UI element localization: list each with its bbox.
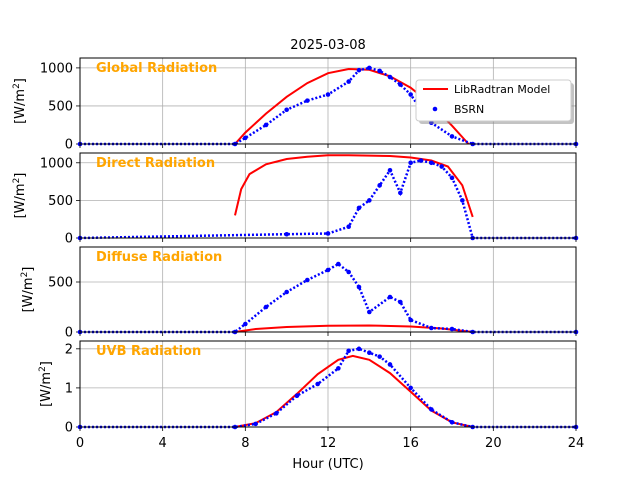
bsrn-point xyxy=(408,385,413,391)
x-tick-label: 12 xyxy=(320,436,337,451)
bsrn-point xyxy=(408,317,413,323)
bsrn-point xyxy=(325,92,331,97)
legend-bsrn-swatch xyxy=(432,106,438,112)
bsrn-point xyxy=(398,82,403,87)
panel-title: Direct Radiation xyxy=(96,156,215,171)
bsrn-point xyxy=(429,160,434,166)
legend-model-label: LibRadtran Model xyxy=(454,83,550,96)
y-axis-label: [W/m2] xyxy=(20,267,36,313)
bsrn-point xyxy=(325,267,331,273)
bsrn-point xyxy=(243,135,248,141)
bsrn-point xyxy=(449,134,455,139)
legend: LibRadtran Model BSRN xyxy=(415,79,574,124)
panel-3: 0 1 2 UVB Radiation [W/m2] xyxy=(38,340,579,436)
y-tick-label: 0 xyxy=(65,421,73,436)
bsrn-point xyxy=(449,326,455,332)
bsrn-point xyxy=(356,67,362,73)
y-tick-label: 500 xyxy=(48,276,73,291)
x-tick-label: 16 xyxy=(402,436,419,451)
y-tick-label: 500 xyxy=(48,194,73,209)
bsrn-point xyxy=(449,420,455,425)
y-tick-label: 0 xyxy=(65,326,73,341)
bsrn-point xyxy=(315,381,320,387)
y-axis-label: [W/m2] xyxy=(12,78,28,124)
bsrn-point xyxy=(367,309,372,315)
x-axis-label: Hour (UTC) xyxy=(292,457,363,472)
bsrn-point xyxy=(377,183,382,188)
bsrn-point xyxy=(294,393,300,399)
bsrn-trace xyxy=(80,262,576,334)
bsrn-point xyxy=(367,65,372,71)
bsrn-point xyxy=(387,168,393,173)
bsrn-point xyxy=(243,321,248,327)
x-tick-label: 24 xyxy=(568,436,585,451)
bsrn-point xyxy=(356,284,362,290)
bsrn-point xyxy=(387,294,393,300)
bsrn-point xyxy=(429,407,434,412)
bsrn-point xyxy=(449,175,455,181)
y-tick-label: 1000 xyxy=(40,156,73,171)
bsrn-point xyxy=(325,231,331,236)
y-axis-label: [W/m2] xyxy=(38,361,54,407)
x-tick-label: 0 xyxy=(76,436,84,451)
bsrn-point xyxy=(387,74,393,80)
y-tick-label: 1 xyxy=(65,381,73,396)
panel-title: Global Radiation xyxy=(96,61,217,76)
x-tick-label: 8 xyxy=(241,436,249,451)
panel-title: Diffuse Radiation xyxy=(96,250,222,265)
bsrn-point xyxy=(367,198,372,203)
chart-title: 2025-03-08 xyxy=(290,38,366,53)
bsrn-point xyxy=(263,122,269,128)
bsrn-point xyxy=(408,160,413,166)
bsrn-point xyxy=(377,68,382,74)
bsrn-point xyxy=(346,269,351,275)
bsrn-point xyxy=(284,289,289,295)
bsrn-point xyxy=(356,346,362,352)
bsrn-point xyxy=(408,92,413,97)
y-tick-label: 2 xyxy=(65,342,73,357)
panel-title: UVB Radiation xyxy=(96,344,201,359)
bsrn-point xyxy=(460,198,465,203)
model-line xyxy=(234,324,473,333)
bsrn-point xyxy=(263,304,269,310)
x-tick-label: 20 xyxy=(485,436,502,451)
panel-1: 0 500 1000 Direct Radiation [W/m2] xyxy=(12,152,579,247)
y-tick-label: 0 xyxy=(65,232,73,247)
legend-bsrn-label: BSRN xyxy=(454,103,484,116)
bsrn-point xyxy=(346,348,351,354)
y-tick-label: 0 xyxy=(65,138,73,153)
panel-2: 0 500 Diffuse Radiation [W/m2] xyxy=(20,246,579,341)
legend-box xyxy=(415,79,572,122)
x-tick-label: 4 xyxy=(159,436,167,451)
y-axis-label: [W/m2] xyxy=(12,173,28,219)
bsrn-point xyxy=(336,261,341,267)
bsrn-point xyxy=(367,350,372,356)
bsrn-point xyxy=(418,158,424,163)
bsrn-point xyxy=(429,325,434,331)
bsrn-point xyxy=(439,164,444,169)
bsrn-point xyxy=(284,231,289,237)
y-tick-label: 1000 xyxy=(40,61,73,76)
bsrn-point xyxy=(346,79,351,84)
bsrn-point xyxy=(398,299,403,305)
bsrn-point xyxy=(377,354,382,359)
bsrn-point xyxy=(356,205,362,211)
y-tick-label: 500 xyxy=(48,99,73,114)
bsrn-point xyxy=(346,224,351,230)
bsrn-point xyxy=(253,421,258,427)
bsrn-point xyxy=(274,411,279,416)
bsrn-point xyxy=(387,362,393,367)
bsrn-point xyxy=(284,107,289,113)
bsrn-point xyxy=(305,277,310,283)
bsrn-point xyxy=(398,190,403,196)
bsrn-point xyxy=(305,98,310,103)
bsrn-point xyxy=(336,366,341,371)
